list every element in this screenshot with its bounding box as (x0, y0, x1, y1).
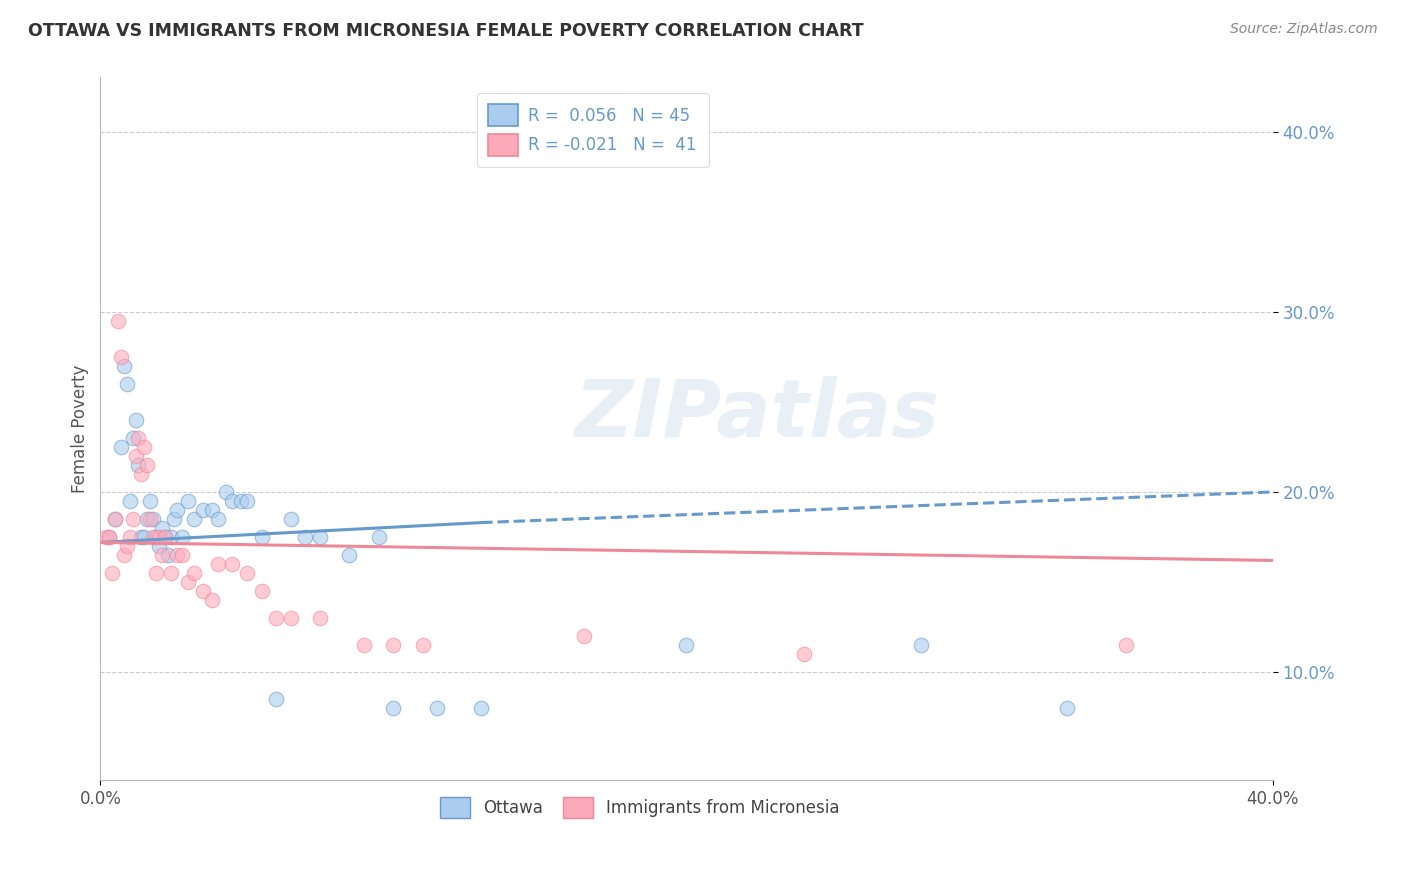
Point (159, 530, 181, 544)
Legend: Ottawa, Immigrants from Micronesia: Ottawa, Immigrants from Micronesia (433, 790, 846, 825)
Point (121, 431, 143, 445)
Point (470, 701, 492, 715)
Point (191, 584, 214, 599)
Point (136, 512, 159, 526)
Point (309, 530, 332, 544)
Point (236, 566, 259, 580)
Point (207, 512, 229, 526)
Point (236, 494, 259, 508)
Point (294, 530, 316, 544)
Point (150, 548, 173, 562)
Point (115, 376, 138, 391)
Point (177, 575, 200, 590)
Point (221, 494, 243, 508)
Point (339, 548, 361, 562)
Text: OTTAWA VS IMMIGRANTS FROM MICRONESIA FEMALE POVERTY CORRELATION CHART: OTTAWA VS IMMIGRANTS FROM MICRONESIA FEM… (28, 22, 863, 40)
Text: ZIPatlas: ZIPatlas (574, 376, 939, 454)
Text: Source: ZipAtlas.com: Source: ZipAtlas.com (1230, 22, 1378, 37)
Point (382, 701, 405, 715)
Point (96, 530, 118, 544)
Point (183, 512, 205, 526)
Point (136, 458, 159, 472)
Point (162, 512, 184, 526)
Point (264, 611, 287, 625)
Point (280, 611, 302, 625)
Point (127, 458, 149, 472)
Point (112, 359, 135, 373)
Point (177, 494, 200, 508)
Point (191, 503, 214, 517)
Point (145, 566, 167, 580)
Point (124, 449, 146, 463)
Point (215, 485, 238, 500)
Point (148, 539, 170, 553)
Point (159, 566, 181, 580)
Point (156, 548, 179, 562)
Point (118, 530, 141, 544)
Point (201, 593, 224, 607)
Point (107, 314, 129, 328)
Point (124, 413, 146, 427)
Point (139, 494, 162, 508)
Point (382, 638, 405, 652)
Point (131, 530, 153, 544)
Point (153, 530, 176, 544)
Point (127, 431, 149, 445)
Point (172, 548, 194, 562)
Point (142, 512, 165, 526)
Point (250, 584, 273, 599)
Point (309, 611, 332, 625)
Point (229, 494, 252, 508)
Point (353, 638, 375, 652)
Point (1115, 638, 1137, 652)
Point (131, 467, 153, 481)
Point (145, 530, 167, 544)
Point (153, 530, 176, 544)
Point (280, 512, 302, 526)
Point (148, 530, 170, 544)
Point (250, 530, 273, 544)
Point (1056, 701, 1078, 715)
Point (221, 557, 243, 571)
Point (134, 530, 156, 544)
Point (110, 350, 132, 364)
Point (793, 647, 815, 661)
Point (207, 557, 229, 571)
Point (98, 530, 121, 544)
Point (264, 692, 287, 706)
Point (118, 494, 141, 508)
Point (150, 521, 173, 535)
Point (183, 566, 205, 580)
Point (134, 440, 156, 454)
Point (142, 530, 165, 544)
Point (101, 566, 124, 580)
Point (412, 638, 434, 652)
Point (572, 629, 595, 643)
Point (426, 701, 449, 715)
Point (110, 440, 132, 454)
Point (104, 512, 127, 526)
Point (115, 539, 138, 553)
Y-axis label: Female Poverty: Female Poverty (72, 365, 89, 493)
Point (98, 530, 121, 544)
Point (112, 548, 135, 562)
Point (121, 512, 143, 526)
Point (166, 548, 188, 562)
Point (675, 638, 697, 652)
Point (172, 530, 194, 544)
Point (910, 638, 932, 652)
Point (139, 512, 162, 526)
Point (367, 530, 389, 544)
Point (104, 512, 127, 526)
Point (166, 503, 188, 517)
Point (201, 503, 224, 517)
